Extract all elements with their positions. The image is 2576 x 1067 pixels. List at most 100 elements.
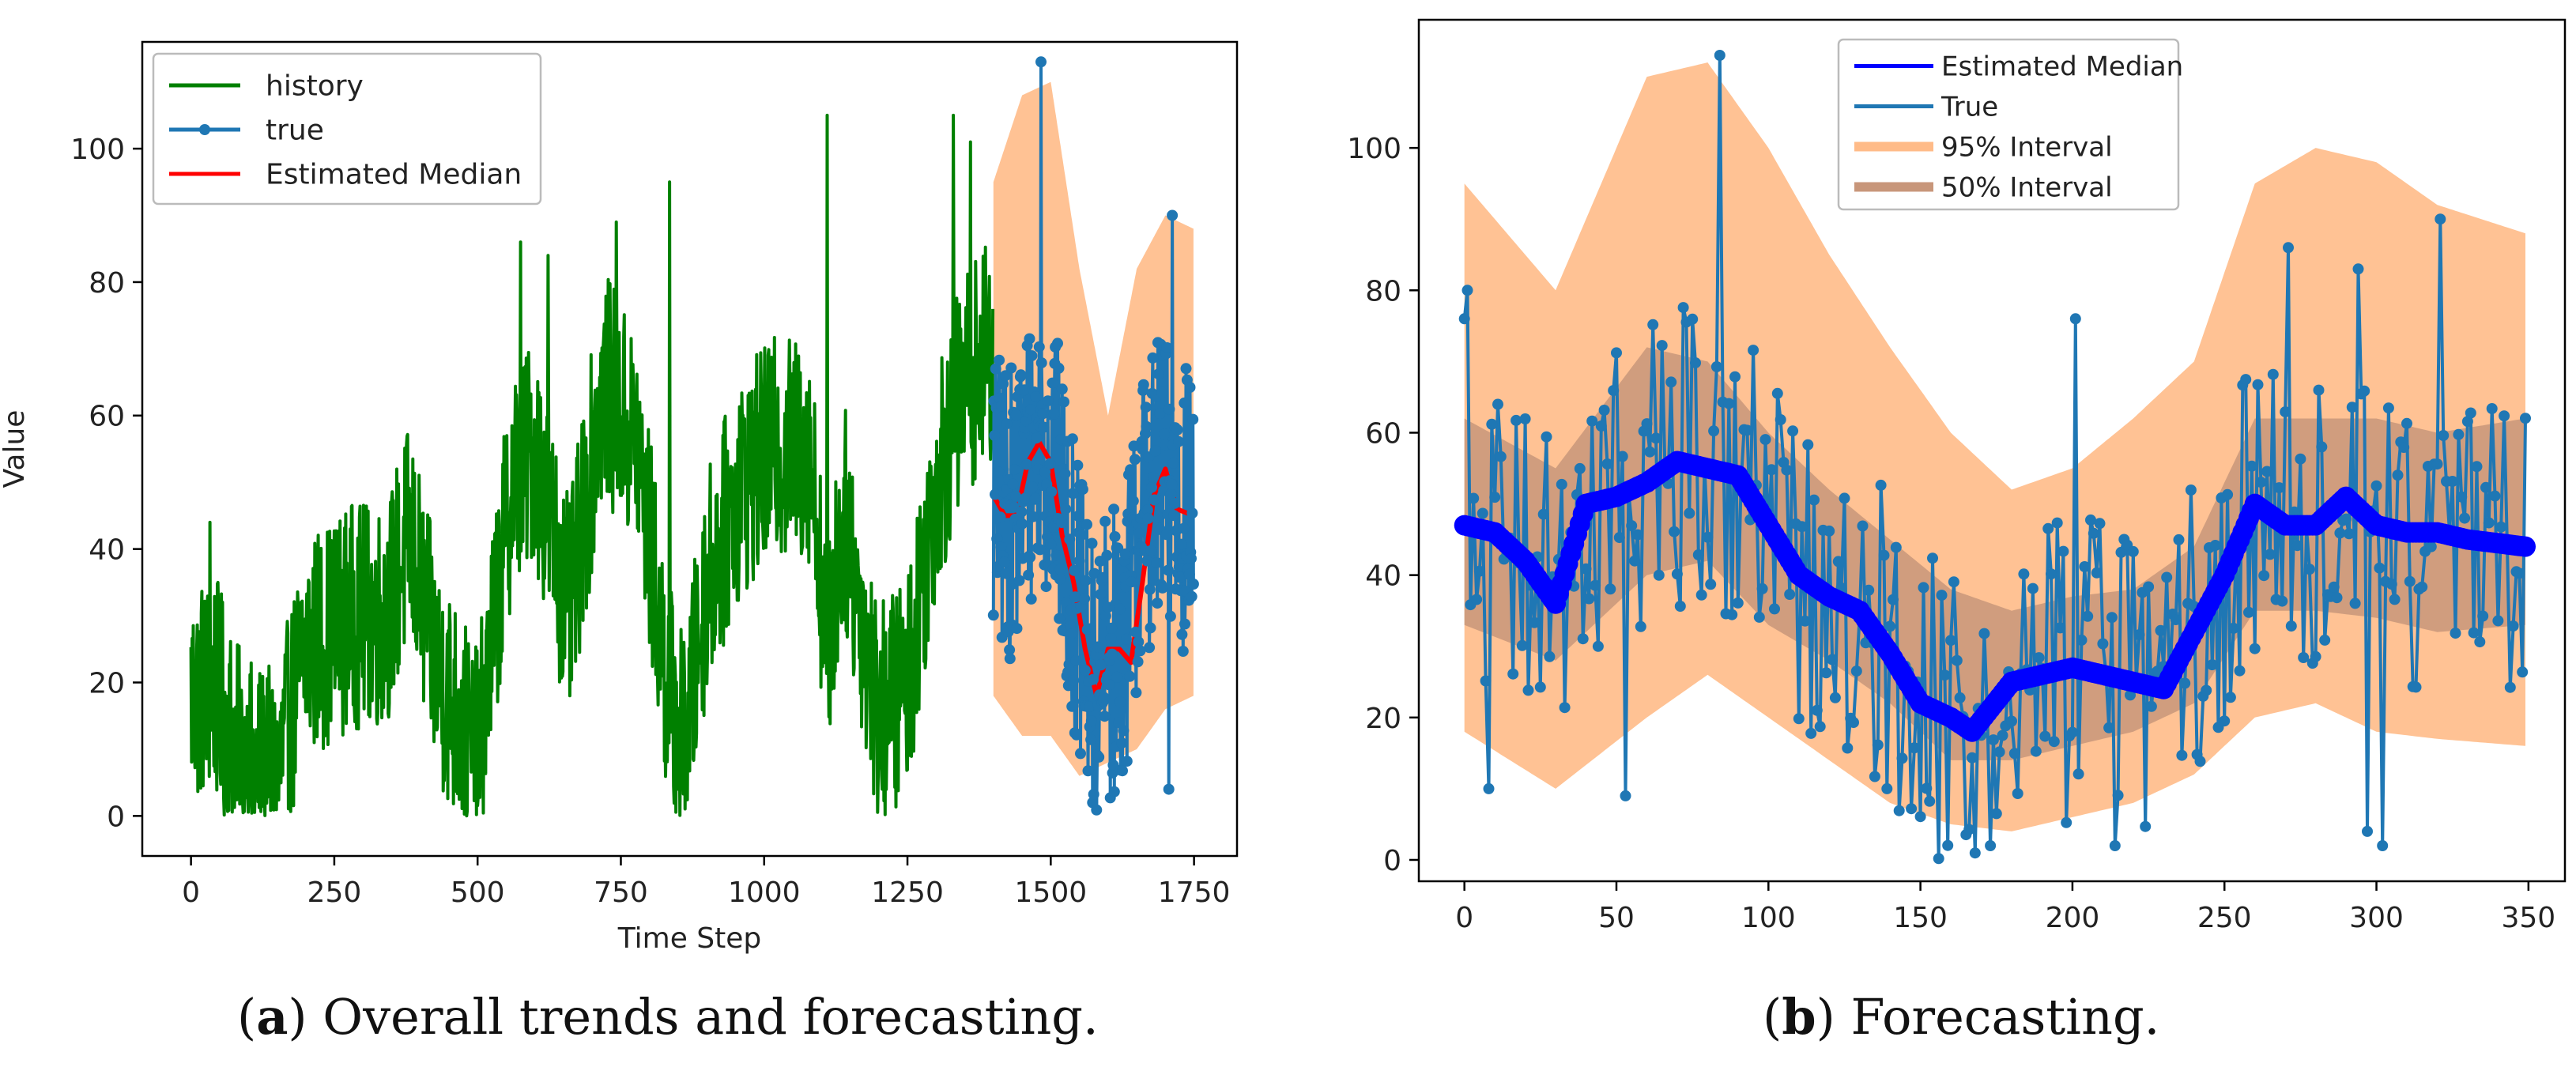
caption-b-text: Forecasting.: [1835, 988, 2160, 1046]
point-true: [1805, 727, 1817, 739]
point-true: [1050, 549, 1062, 561]
point-true: [1176, 628, 1188, 640]
caption-b: (b) Forecasting.: [1763, 988, 2160, 1046]
point-true: [2382, 402, 2394, 414]
point-true: [1153, 511, 1165, 523]
point-true: [1141, 420, 1152, 432]
point-true: [2085, 514, 2096, 526]
point-true: [2176, 749, 2188, 761]
y-axis-label: Value: [0, 410, 31, 488]
x-tick-label: 750: [594, 877, 648, 909]
y-tick-label: 80: [1365, 275, 1401, 307]
point-true: [1102, 670, 1114, 682]
point-true: [2133, 629, 2145, 641]
point-true: [994, 511, 1006, 523]
point-true: [1156, 582, 1168, 594]
point-true: [1489, 492, 1501, 503]
point-true: [1004, 653, 1016, 665]
legend-label: 50% Interval: [1941, 172, 2113, 203]
point-true: [1458, 313, 1470, 325]
point-true: [1105, 632, 1117, 644]
point-true: [1948, 576, 1959, 588]
point-true: [1096, 659, 1107, 671]
point-true: [2492, 615, 2504, 627]
point-true: [1793, 713, 1805, 725]
point-true: [1857, 520, 1869, 532]
point-true: [1967, 752, 1978, 763]
point-true: [2267, 368, 2279, 380]
point-true: [1086, 537, 1098, 549]
point-true: [1753, 611, 1765, 623]
point-true: [1026, 350, 1038, 362]
a-markers: [987, 56, 1199, 816]
point-true: [2352, 263, 2364, 275]
point-true: [1577, 633, 1589, 645]
point-true: [1077, 484, 1088, 496]
point-true: [1483, 782, 1495, 794]
point-true: [2140, 820, 2152, 832]
point-true: [1015, 369, 1027, 381]
point-true: [1708, 425, 1720, 437]
point-true: [1167, 457, 1179, 469]
point-true: [2206, 659, 2218, 671]
point-true: [1635, 620, 1646, 632]
point-true: [1186, 590, 1197, 602]
point-true: [1534, 681, 1546, 693]
point-true: [2082, 610, 2094, 622]
point-true: [1085, 715, 1097, 727]
point-true: [2252, 379, 2264, 390]
x-tick-label: 250: [2197, 902, 2252, 934]
point-true: [1099, 515, 1111, 527]
point-true: [1130, 626, 1141, 638]
point-estimated-median: [2515, 536, 2536, 557]
point-true: [2046, 568, 2057, 580]
point-true: [2033, 652, 2045, 664]
point-true: [1796, 521, 1808, 533]
point-true: [2112, 790, 2124, 801]
point-true: [1559, 702, 1571, 714]
point-true: [1079, 593, 1091, 605]
point-true: [2261, 466, 2273, 477]
point-true: [1020, 415, 1032, 427]
point-true: [1146, 481, 1157, 493]
point-true: [1787, 425, 1799, 437]
point-true: [1137, 379, 1149, 390]
point-true: [1653, 569, 1665, 581]
point-true: [1111, 671, 1123, 683]
point-true: [1101, 549, 1113, 561]
point-true: [2499, 410, 2510, 422]
point-true: [1029, 492, 1041, 504]
point-true: [2446, 476, 2458, 487]
y-tick-label: 80: [89, 267, 125, 300]
point-true: [1134, 645, 1146, 657]
point-true: [1179, 618, 1190, 630]
point-true: [2255, 477, 2267, 488]
point-true: [2486, 403, 2498, 414]
point-true: [2091, 567, 2103, 579]
point-true: [1985, 840, 1997, 851]
point-true: [1690, 357, 1701, 369]
point-true: [2264, 549, 2276, 560]
point-true: [1990, 808, 2002, 820]
point-true: [2461, 416, 2473, 428]
point-true: [2012, 788, 2023, 799]
point-true: [1850, 665, 1862, 677]
point-true: [2507, 620, 2519, 632]
point-true: [1695, 589, 1707, 601]
point-true: [1035, 56, 1047, 68]
point-true: [2179, 677, 2191, 689]
point-true: [1492, 398, 1503, 410]
point-true: [2240, 374, 2252, 386]
band-95-interval: [1464, 62, 2525, 831]
point-true: [1631, 529, 1643, 541]
x-tick-label: 500: [451, 877, 505, 909]
point-true: [1129, 454, 1141, 466]
point-true: [1031, 432, 1043, 444]
point-true: [1808, 494, 1820, 506]
point-true: [2404, 575, 2416, 587]
y-tick-label: 40: [89, 534, 125, 567]
x-axis-label: Time Step: [617, 922, 762, 955]
point-true: [1145, 622, 1156, 634]
point-true: [1951, 654, 1963, 666]
